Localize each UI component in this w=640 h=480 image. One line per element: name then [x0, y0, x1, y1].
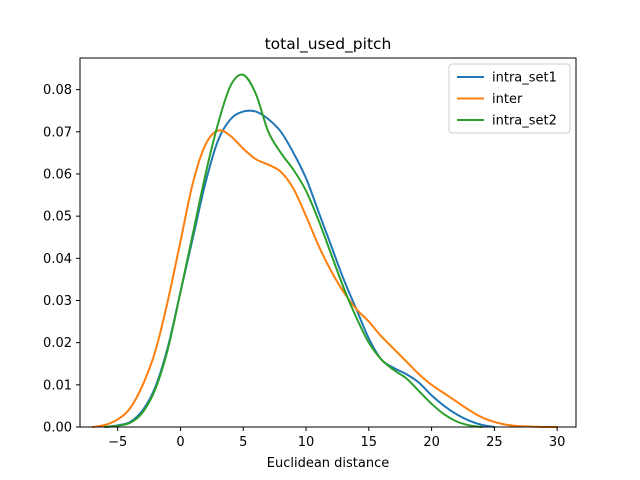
series-line-inter [91, 129, 559, 429]
y-tick-label: 0.02 [43, 336, 72, 351]
x-tick-label: 30 [549, 435, 566, 450]
y-tick-label: 0.05 [43, 210, 72, 225]
y-tick-label: 0.06 [43, 167, 72, 182]
x-tick-label: −5 [108, 435, 127, 450]
legend-box [448, 63, 571, 134]
y-tick-label: 0.03 [43, 294, 72, 309]
y-tick-label: 0.08 [43, 83, 72, 98]
y-tick-label: 0.00 [43, 421, 72, 436]
y-tick-label: 0.04 [43, 252, 72, 267]
x-tick-label: 5 [239, 435, 247, 450]
y-axis: 0.00 0.01 0.02 0.03 0.04 0.05 0.06 0.07 0.08 [43, 83, 80, 436]
series-line-intra-set2 [104, 73, 483, 428]
y-tick-label: 0.07 [43, 125, 72, 140]
chart-title: total_used_pitch [265, 35, 392, 54]
x-axis-title: Euclidean distance [267, 456, 390, 471]
plot-area-frame [79, 57, 577, 428]
series-lines [91, 73, 559, 429]
legend-label: intra_set2 [492, 114, 557, 129]
x-tick-label: 15 [361, 435, 378, 450]
y-tick-label: 0.01 [43, 378, 72, 393]
x-tick-label: 10 [298, 435, 315, 450]
legend-label: inter [492, 92, 523, 107]
x-tick-label: 0 [176, 435, 184, 450]
x-tick-label: 25 [486, 435, 503, 450]
x-axis: −5 0 5 10 15 20 25 30 [108, 427, 565, 450]
x-tick-label: 20 [423, 435, 440, 450]
legend-label: intra_set1 [492, 71, 557, 86]
